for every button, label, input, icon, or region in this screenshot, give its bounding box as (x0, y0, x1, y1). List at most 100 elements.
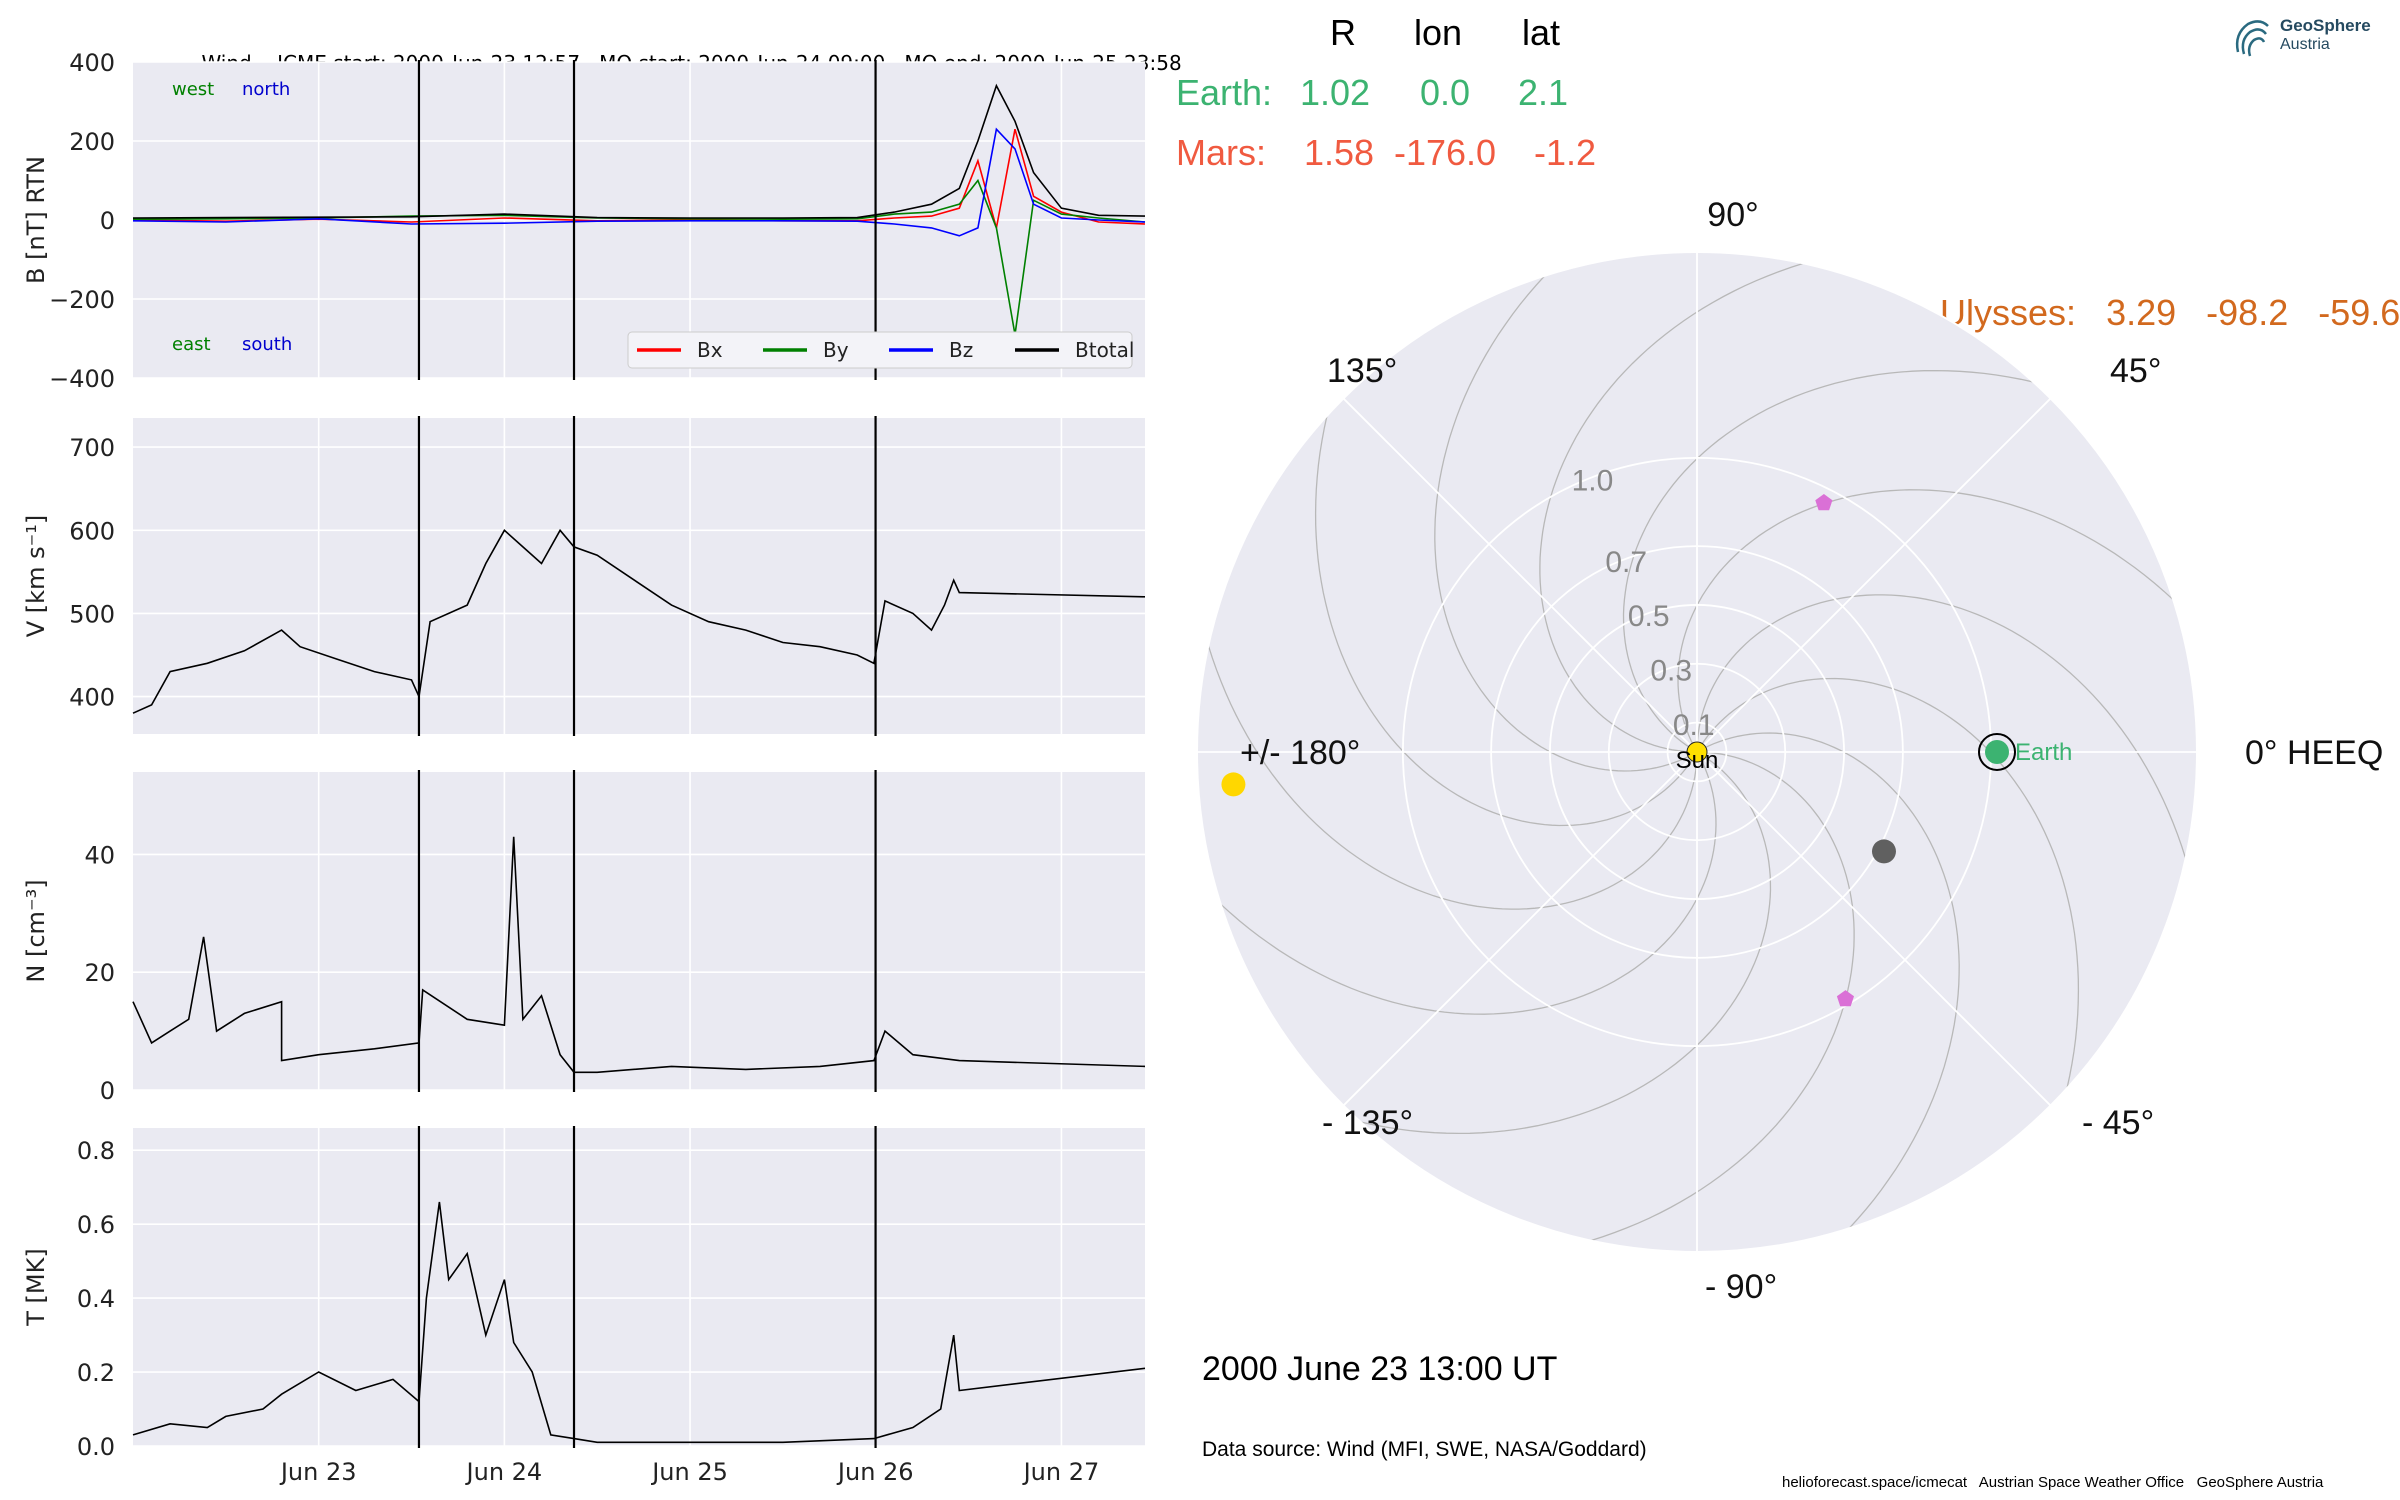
logo-line2: Austria (2280, 36, 2330, 53)
angular-gridline (1342, 751, 1698, 1107)
angular-gridline (1342, 397, 1698, 753)
mars-lat: -1.2 (1534, 132, 1597, 173)
logo-swirl-icon (2235, 20, 2269, 57)
earth-ring (1978, 733, 2016, 771)
legend-label-bx: Bx (697, 338, 723, 362)
radial-tick-label: 0.3 (1650, 654, 1692, 687)
earth-name: Earth: (1176, 72, 1273, 113)
series-line-v (132, 528, 1146, 714)
x-tick-label: Jun 24 (465, 1458, 543, 1486)
data-source-note: Data source: Wind (MFI, SWE, NASA/Goddar… (1202, 1438, 1647, 1461)
ulysses-lat: -59.6 (2318, 292, 2400, 333)
series-line-n (132, 836, 1146, 1074)
parker-spiral (1220, 751, 1717, 1015)
radial-grid (1197, 252, 2197, 1252)
radial-tick-label: 1.0 (1572, 464, 1614, 497)
pentagon-marker-1 (1815, 494, 1833, 511)
radial-tick-label: 0.5 (1628, 600, 1670, 633)
x-tick-label: Jun 27 (1022, 1458, 1100, 1486)
panel-t: 0.8 0.6 0.4 0.2 0.0 T [MK] (22, 1126, 1146, 1461)
series-line-t (132, 1201, 1146, 1444)
x-tick-label: Jun 23 (279, 1458, 357, 1486)
y-tick-label: 20 (84, 959, 115, 987)
earth-label: Earth (2015, 739, 2072, 766)
y-tick-label: −200 (49, 286, 115, 314)
grey-body-marker (1871, 839, 1896, 864)
y-tick-label: 400 (69, 684, 115, 712)
y-axis-label: B [nT] RTN (22, 156, 50, 284)
south-label: south (242, 334, 292, 355)
parker-spiral (1590, 751, 1855, 1242)
y-axis-label: N [cm⁻³] (22, 879, 50, 982)
polar-date: 2000 June 23 13:00 UT (1202, 1350, 1558, 1388)
radial-tick-label: 0.7 (1605, 546, 1647, 579)
series-line-btotal (132, 83, 1146, 219)
angle-label-135: 135° (1327, 352, 1397, 390)
y-tick-label: 500 (69, 600, 115, 628)
angle-label-90: 90° (1707, 196, 1758, 234)
y-axis-label: T [MK] (22, 1248, 50, 1326)
series-line-bx (132, 128, 1146, 229)
x-tick-label: Jun 25 (650, 1458, 728, 1486)
mars-lon: -176.0 (1394, 132, 1497, 173)
position-table: R lon lat Earth: 1.02 0.0 2.1 Mars: 1.58… (1170, 0, 1770, 180)
parker-spiral (1207, 645, 1698, 910)
legend-label-by: By (823, 338, 849, 362)
angle-label-45: 45° (2110, 352, 2161, 390)
parker-spiral (1696, 594, 2187, 859)
angle-label-m135: - 135° (1322, 1104, 1413, 1142)
parker-spiral (1696, 732, 1960, 1229)
angular-gridline (1696, 751, 2052, 1107)
sun-label: Sun (1676, 747, 1719, 774)
geosphere-logo: GeoSphere Austria (2230, 14, 2390, 64)
logo-line1: GeoSphere (2280, 16, 2371, 35)
y-tick-label: −400 (49, 365, 115, 393)
y-tick-label: 0.4 (77, 1285, 115, 1313)
y-tick-label: 0 (100, 1077, 115, 1105)
y-tick-label: 400 (69, 49, 115, 77)
y-axis-label: V [km s⁻¹] (22, 515, 50, 637)
polar-plot-svg: 0.1 0.3 0.5 0.7 1.0 90° 45° 0° HEEQ +/- 180° 135°… (1196, 196, 2383, 1306)
y-tick-label: 200 (69, 128, 115, 156)
earth-lon: 0.0 (1420, 72, 1471, 113)
bodies: Sun Earth (1221, 494, 2072, 1007)
earth-r: 1.02 (1300, 72, 1371, 113)
x-tick-label: Jun 26 (836, 1458, 914, 1486)
legend-box (627, 331, 1133, 369)
y-tick-label: 0.6 (77, 1211, 115, 1239)
y-tick-label: 40 (84, 841, 115, 869)
parker-spiral (1622, 369, 2034, 753)
panel-v: 700 600 500 400 V [km s⁻¹] (22, 416, 1146, 736)
legend-label-btotal: Btotal (1075, 338, 1134, 362)
mars-name: Mars: (1176, 132, 1266, 173)
north-label: north (242, 79, 290, 100)
panel-n: 40 20 0 N [cm⁻³] (22, 770, 1146, 1105)
col-header-r: R (1330, 12, 1356, 53)
y-tick-label: 600 (69, 517, 115, 545)
col-header-lon: lon (1414, 12, 1463, 53)
ulysses-row: Ulysses: 3.29 -98.2 -59.6 (1920, 250, 2400, 334)
parker-spiral (1314, 415, 1698, 827)
y-tick-label: 0.8 (77, 1137, 115, 1165)
panel-background (133, 418, 1145, 734)
parker-spiral (1539, 262, 1804, 753)
ulysses-r: 3.29 (2106, 292, 2177, 333)
earth-lat: 2.1 (1518, 72, 1569, 113)
east-label: east (172, 334, 211, 355)
col-header-lat: lat (1522, 12, 1561, 53)
west-label: west (172, 79, 214, 100)
y-tick-label: 0.0 (77, 1433, 115, 1461)
mars-r: 1.58 (1304, 132, 1375, 173)
parker-spiral (1360, 751, 1772, 1135)
pentagon-marker-2 (1836, 990, 1854, 1007)
panel-background (133, 1128, 1145, 1446)
time-series-figure: Wind ICME start: 2000-Jun-23 12:57 MO st… (0, 0, 1182, 1500)
b-legend: Bx By Bz Btotal (627, 331, 1134, 369)
y-tick-label: 0 (100, 207, 115, 235)
angle-label-m45: - 45° (2082, 1104, 2154, 1142)
parker-spiral (1696, 677, 2080, 1089)
y-tick-label: 700 (69, 434, 115, 462)
sun-marker (1686, 741, 1708, 763)
y-tick-label: 0.2 (77, 1359, 115, 1387)
